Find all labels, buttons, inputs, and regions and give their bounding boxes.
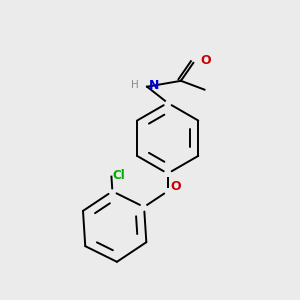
Text: H: H: [131, 80, 139, 90]
Text: N: N: [148, 79, 159, 92]
Text: O: O: [170, 180, 181, 193]
Text: O: O: [201, 54, 211, 67]
Text: Cl: Cl: [113, 169, 126, 182]
